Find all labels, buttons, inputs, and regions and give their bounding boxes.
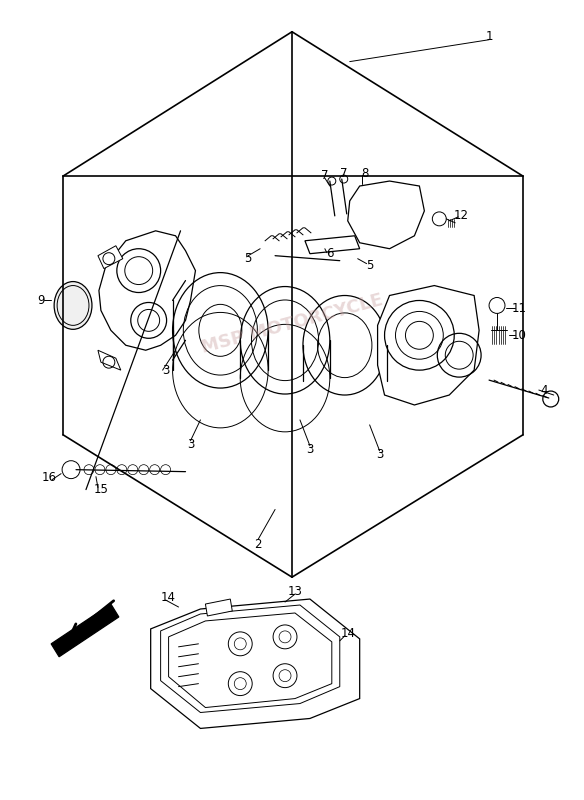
Text: 1: 1	[485, 30, 493, 43]
Polygon shape	[206, 599, 232, 616]
Text: 10: 10	[512, 329, 526, 342]
Text: 8: 8	[361, 166, 369, 179]
Ellipse shape	[54, 282, 92, 330]
Polygon shape	[51, 604, 119, 657]
Polygon shape	[98, 246, 123, 269]
Polygon shape	[161, 605, 340, 713]
Text: 14: 14	[340, 627, 355, 640]
Text: 9: 9	[37, 294, 45, 307]
Text: 5: 5	[366, 259, 373, 272]
Text: 4: 4	[540, 383, 548, 397]
Text: 16: 16	[41, 471, 57, 484]
Polygon shape	[151, 599, 360, 729]
Text: 3: 3	[162, 364, 169, 377]
Text: 13: 13	[287, 585, 303, 598]
Text: 3: 3	[376, 448, 383, 462]
Polygon shape	[305, 236, 360, 254]
Text: 7: 7	[321, 169, 329, 182]
Polygon shape	[378, 286, 479, 405]
Text: 12: 12	[454, 210, 469, 222]
Text: MSP MOTORCYCLE: MSP MOTORCYCLE	[199, 291, 385, 358]
Text: 3: 3	[187, 438, 194, 451]
Text: 7: 7	[340, 166, 347, 179]
Polygon shape	[99, 231, 196, 350]
Text: 11: 11	[512, 302, 526, 315]
Text: 6: 6	[326, 247, 333, 260]
Text: 2: 2	[255, 538, 262, 551]
Polygon shape	[98, 350, 121, 370]
Text: 15: 15	[93, 483, 109, 496]
Text: 14: 14	[161, 590, 176, 603]
Text: 5: 5	[245, 252, 252, 265]
Polygon shape	[347, 181, 425, 249]
Text: 3: 3	[306, 443, 314, 456]
